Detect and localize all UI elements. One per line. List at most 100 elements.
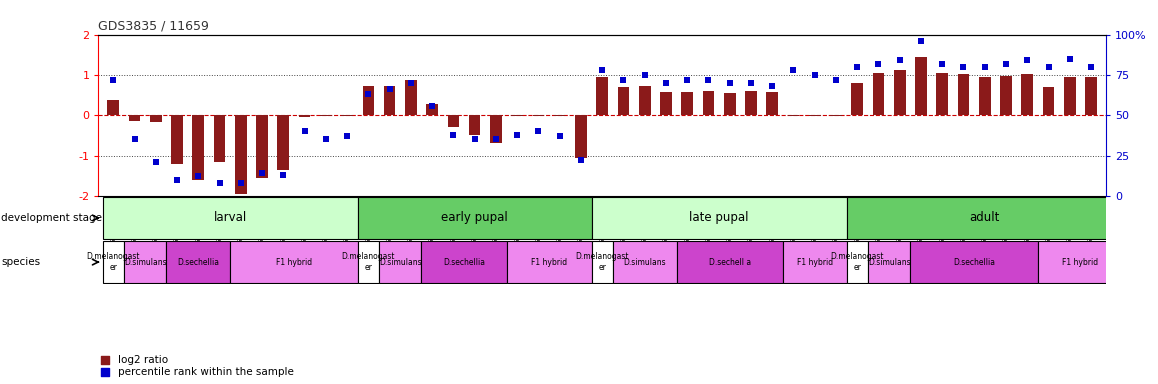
Text: D.melanogast
er: D.melanogast er	[576, 252, 629, 272]
Point	[741, 80, 760, 86]
Bar	[958, 74, 969, 115]
Point	[1061, 56, 1079, 62]
Bar	[358, 197, 592, 239]
Text: D.sechell a: D.sechell a	[709, 258, 750, 266]
Bar	[846, 241, 867, 283]
Text: larval: larval	[213, 212, 247, 224]
Bar	[278, 115, 290, 170]
Point	[486, 136, 505, 142]
Bar	[490, 115, 501, 144]
Bar	[639, 86, 651, 115]
Text: F1 hybrid: F1 hybrid	[797, 258, 833, 266]
Text: species: species	[1, 257, 41, 267]
Point	[827, 77, 845, 83]
Bar	[362, 86, 374, 115]
Bar	[576, 115, 587, 157]
Point	[784, 67, 802, 73]
Bar	[426, 104, 438, 115]
Bar	[108, 100, 119, 115]
Point	[933, 61, 952, 67]
Point	[550, 133, 569, 139]
Bar	[167, 241, 230, 283]
Point	[125, 136, 144, 142]
Point	[763, 83, 782, 89]
Point	[529, 128, 548, 134]
Text: log2 ratio: log2 ratio	[118, 355, 168, 365]
Bar	[787, 115, 799, 116]
Bar	[506, 241, 592, 283]
Bar	[592, 197, 846, 239]
Bar	[613, 241, 676, 283]
Point	[338, 133, 357, 139]
Bar	[703, 91, 714, 115]
Bar	[379, 241, 422, 283]
Bar	[676, 241, 783, 283]
Point	[423, 103, 441, 109]
Point	[954, 64, 973, 70]
Bar	[873, 73, 885, 115]
Text: early pupal: early pupal	[441, 212, 508, 224]
Bar	[124, 241, 167, 283]
Point	[380, 86, 398, 93]
Bar	[103, 241, 124, 283]
Point	[295, 128, 314, 134]
Point	[657, 80, 675, 86]
Bar	[767, 92, 778, 115]
Point	[870, 61, 888, 67]
Point	[1018, 57, 1036, 63]
Bar	[447, 115, 460, 127]
Point	[168, 177, 186, 183]
Bar	[358, 241, 379, 283]
Text: D.melanogast
er: D.melanogast er	[87, 252, 140, 272]
Bar	[724, 93, 735, 115]
Bar	[256, 115, 267, 178]
Point	[95, 357, 113, 363]
Bar	[151, 115, 162, 122]
Bar	[512, 115, 523, 116]
Point	[593, 67, 611, 73]
Text: D.melanogast
er: D.melanogast er	[342, 252, 395, 272]
Text: F1 hybrid: F1 hybrid	[276, 258, 312, 266]
Point	[699, 77, 718, 83]
Bar	[846, 197, 1123, 239]
Bar	[103, 197, 358, 239]
Point	[975, 64, 994, 70]
Bar	[214, 115, 226, 162]
Bar	[342, 115, 353, 116]
Point	[147, 159, 166, 165]
Bar	[422, 241, 506, 283]
Point	[445, 131, 463, 137]
Bar	[830, 115, 842, 116]
Point	[508, 131, 527, 137]
Point	[316, 136, 335, 142]
Text: D.sechellia: D.sechellia	[444, 258, 485, 266]
Bar	[894, 70, 906, 115]
Bar	[235, 115, 247, 194]
Bar	[910, 241, 1038, 283]
Bar	[660, 92, 672, 115]
Bar	[405, 80, 417, 115]
Bar	[299, 115, 310, 117]
Bar	[783, 241, 846, 283]
Bar	[808, 115, 821, 116]
Bar	[592, 241, 613, 283]
Point	[189, 174, 207, 180]
Text: GDS3835 / 11659: GDS3835 / 11659	[98, 19, 210, 32]
Bar	[1042, 87, 1054, 115]
Text: D.sechellia: D.sechellia	[177, 258, 219, 266]
Bar	[171, 115, 183, 164]
Bar	[1001, 76, 1012, 115]
Point	[614, 77, 632, 83]
Text: F1 hybrid: F1 hybrid	[1062, 258, 1099, 266]
Bar	[915, 57, 926, 115]
Text: D.simulans: D.simulans	[867, 258, 910, 266]
Bar	[320, 115, 331, 116]
Text: D.simulans: D.simulans	[379, 258, 422, 266]
Point	[720, 80, 739, 86]
Text: D.sechellia: D.sechellia	[953, 258, 995, 266]
Point	[274, 172, 293, 178]
Bar	[1085, 77, 1097, 115]
Point	[466, 136, 484, 142]
Point	[891, 57, 909, 63]
Bar	[533, 115, 544, 116]
